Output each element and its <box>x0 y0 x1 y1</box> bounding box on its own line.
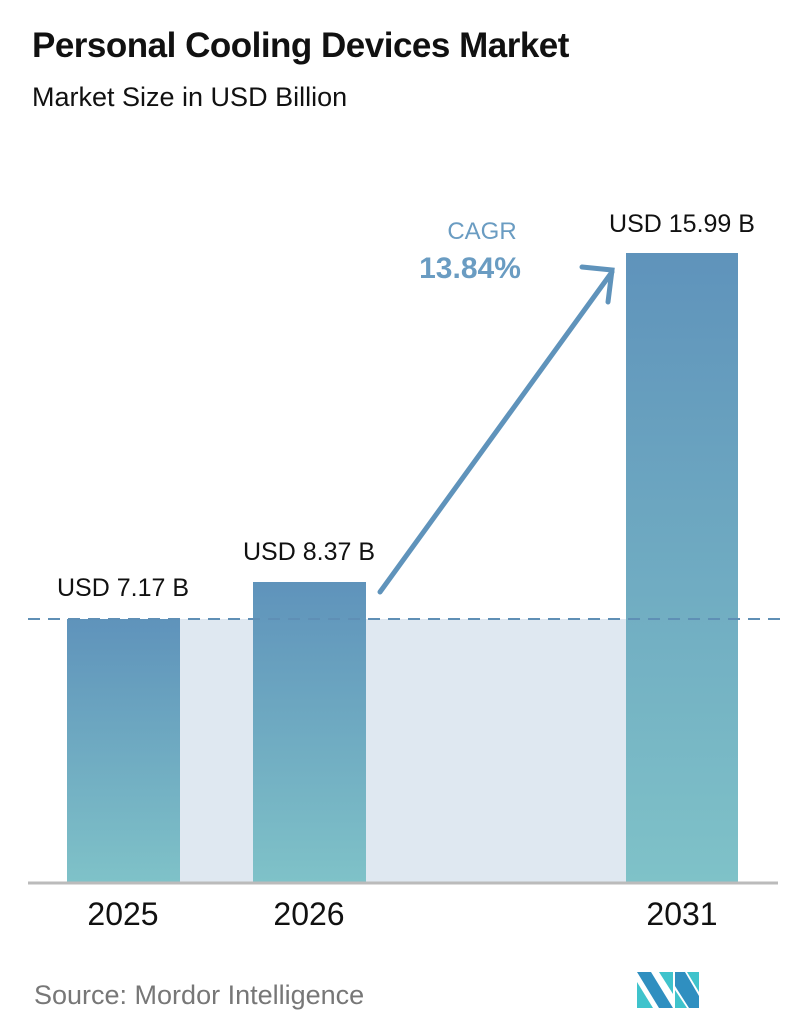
bar-2025 <box>67 619 180 883</box>
cagr-label: CAGR <box>447 218 517 245</box>
cagr-arrow-icon <box>377 264 615 595</box>
chart-title: Personal Cooling Devices Market <box>32 26 569 65</box>
bar-value-label-2025: USD 7.17 B <box>56 574 190 602</box>
mordor-intelligence-logo-icon <box>637 972 699 1008</box>
x-tick-2031: 2031 <box>646 896 718 932</box>
source-text: Source: Mordor Intelligence <box>34 980 365 1010</box>
chart-subtitle: Market Size in USD Billion <box>32 82 348 112</box>
bar-2026 <box>253 582 366 883</box>
x-tick-2026: 2026 <box>273 896 345 932</box>
bar-2031 <box>626 253 738 883</box>
bar-value-label-2031: USD 15.99 B <box>609 210 755 238</box>
cagr-value: 13.84% <box>419 252 521 285</box>
x-tick-2025: 2025 <box>87 896 159 932</box>
bar-value-label-2026: USD 8.37 B <box>242 538 376 566</box>
